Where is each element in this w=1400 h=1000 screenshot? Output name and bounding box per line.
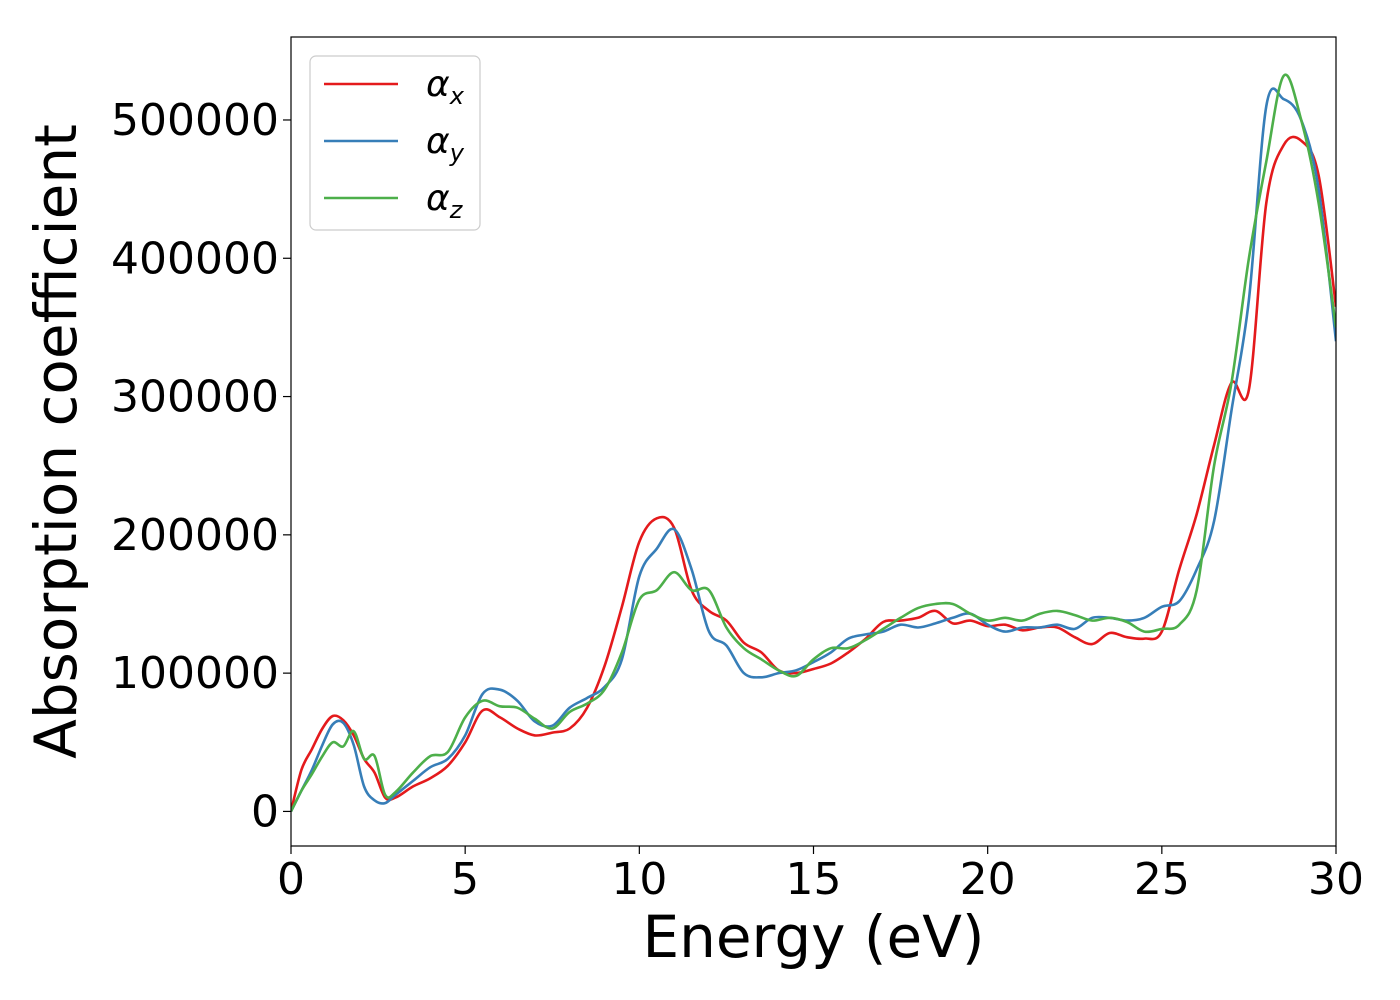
- legend-entry-x: αx: [426, 64, 465, 110]
- y-tick-label: 400000: [111, 233, 279, 284]
- series-line-alpha-z: [291, 73, 1336, 812]
- y-tick-label: 500000: [111, 95, 279, 146]
- y-tick-label: 0: [251, 786, 279, 837]
- x-tick-label: 0: [277, 854, 305, 905]
- y-tick-label: 300000: [111, 372, 279, 423]
- x-tick-label: 20: [960, 854, 1016, 905]
- x-tick-label: 10: [611, 854, 667, 905]
- x-axis-label: Energy (eV): [642, 903, 984, 971]
- x-tick-label: 5: [451, 854, 479, 905]
- series-line-alpha-x: [291, 135, 1336, 812]
- x-tick-label: 15: [786, 854, 842, 905]
- legend-entry-y: αy: [426, 121, 465, 167]
- x-tick-label: 25: [1134, 854, 1190, 905]
- legend-entry-z: αz: [426, 178, 464, 224]
- series-lines: [291, 73, 1336, 812]
- y-axis-label: Absorption coefficient: [22, 124, 90, 759]
- y-tick-label: 100000: [111, 648, 279, 699]
- series-line-alpha-y: [291, 87, 1336, 812]
- x-tick-label: 30: [1308, 854, 1364, 905]
- y-tick-label: 200000: [111, 510, 279, 561]
- legend: αx αy αz: [309, 55, 481, 231]
- legend-box: [309, 55, 481, 231]
- y-axis-ticks: 0 100000 200000 300000 400000 500000: [111, 95, 291, 837]
- x-axis-ticks: 0 5 10 15 20 25 30: [277, 846, 1364, 905]
